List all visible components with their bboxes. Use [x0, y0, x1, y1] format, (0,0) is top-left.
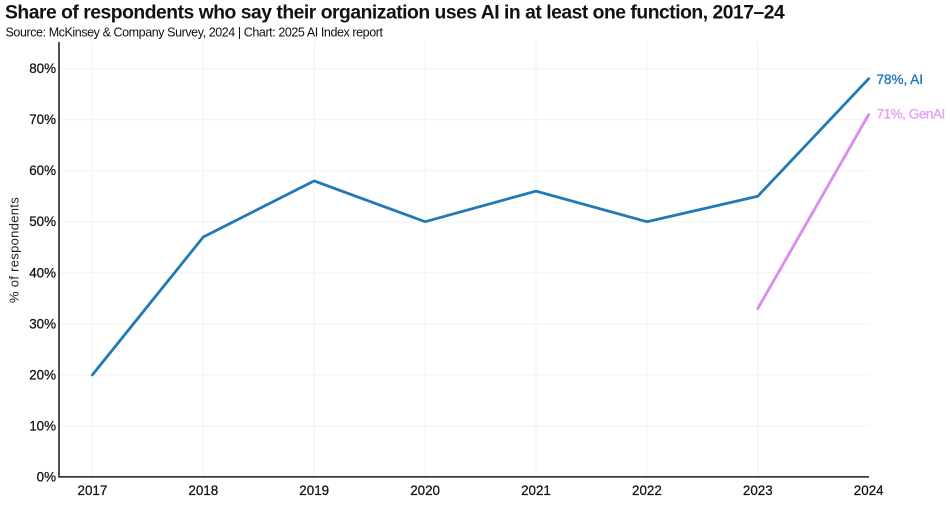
- svg-text:60%: 60%: [29, 163, 56, 178]
- svg-text:10%: 10%: [29, 418, 56, 433]
- svg-text:2021: 2021: [521, 483, 551, 498]
- svg-text:2024: 2024: [854, 483, 884, 498]
- svg-text:Source: McKinsey & Company Sur: Source: McKinsey & Company Survey, 2024 …: [6, 26, 384, 40]
- svg-text:78%, AI: 78%, AI: [877, 72, 924, 87]
- svg-text:% of respondents: % of respondents: [6, 197, 21, 303]
- svg-text:0%: 0%: [37, 470, 56, 485]
- svg-text:Share of respondents who say t: Share of respondents who say their organ…: [5, 2, 785, 23]
- svg-text:30%: 30%: [29, 316, 56, 331]
- svg-text:70%: 70%: [29, 112, 56, 127]
- svg-text:2019: 2019: [299, 483, 329, 498]
- svg-text:2018: 2018: [188, 483, 218, 498]
- svg-text:71%, GenAI: 71%, GenAI: [877, 106, 945, 121]
- svg-text:50%: 50%: [29, 214, 56, 229]
- svg-text:40%: 40%: [29, 265, 56, 280]
- svg-text:2017: 2017: [78, 483, 108, 498]
- svg-text:20%: 20%: [29, 367, 56, 382]
- svg-text:2022: 2022: [632, 483, 662, 498]
- svg-text:2020: 2020: [410, 483, 440, 498]
- svg-text:80%: 80%: [29, 61, 56, 76]
- svg-text:2023: 2023: [743, 483, 773, 498]
